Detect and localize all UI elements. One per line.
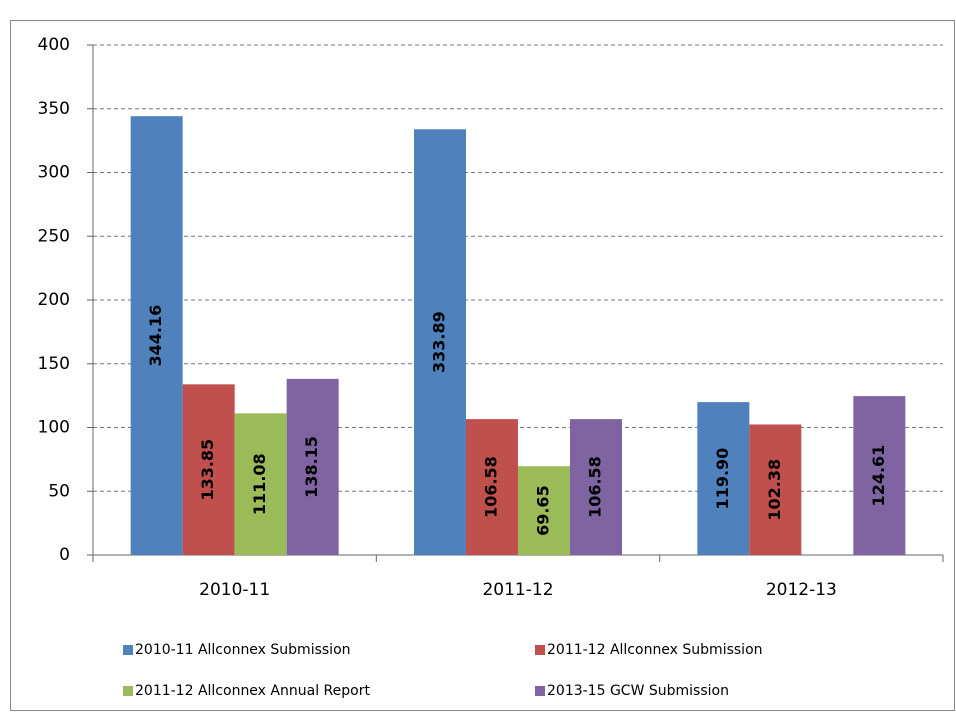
y-tick-label: 150 [38, 354, 70, 374]
data-label: 119.90 [713, 448, 732, 510]
x-tick-label: 2012-13 [766, 580, 837, 600]
bar [749, 424, 802, 555]
legend-label: 2010-11 Allconnex Submission [135, 642, 351, 658]
bar [853, 396, 906, 555]
legend-swatch [535, 645, 545, 655]
y-tick-label: 200 [38, 290, 70, 310]
bar [697, 402, 750, 555]
y-tick-label: 250 [38, 226, 70, 246]
data-label: 333.89 [430, 311, 449, 373]
data-label: 133.85 [198, 439, 217, 501]
bar [414, 129, 466, 555]
legend-swatch [123, 645, 133, 655]
data-label: 106.58 [586, 456, 605, 518]
bar [182, 384, 235, 555]
x-tick-label: 2011-12 [482, 580, 553, 600]
data-label: 106.58 [482, 456, 501, 518]
legend-label: 2013-15 GCW Submission [547, 683, 729, 699]
data-label: 124.61 [869, 445, 888, 507]
x-tick-label: 2010-11 [199, 580, 270, 600]
bar [570, 419, 622, 555]
data-label: 138.15 [302, 436, 321, 498]
legend-label: 2011-12 Allconnex Submission [547, 642, 763, 658]
y-tick-label: 50 [48, 481, 70, 501]
data-label: 111.08 [250, 453, 269, 515]
legend-swatch [535, 686, 545, 696]
y-tick-label: 100 [38, 418, 70, 438]
y-tick-label: 300 [38, 163, 70, 183]
data-label: 344.16 [146, 305, 165, 367]
y-tick-label: 400 [38, 35, 70, 55]
data-label: 69.65 [534, 485, 553, 536]
legend-label: 2011-12 Allconnex Annual Report [135, 683, 370, 699]
data-label: 102.38 [765, 459, 784, 521]
bar [466, 419, 518, 555]
bar [518, 466, 570, 555]
bar [234, 413, 287, 555]
bar [130, 116, 183, 556]
legend-swatch [123, 686, 133, 696]
y-tick-label: 0 [59, 545, 70, 565]
bar [286, 378, 339, 555]
y-tick-label: 350 [38, 99, 70, 119]
